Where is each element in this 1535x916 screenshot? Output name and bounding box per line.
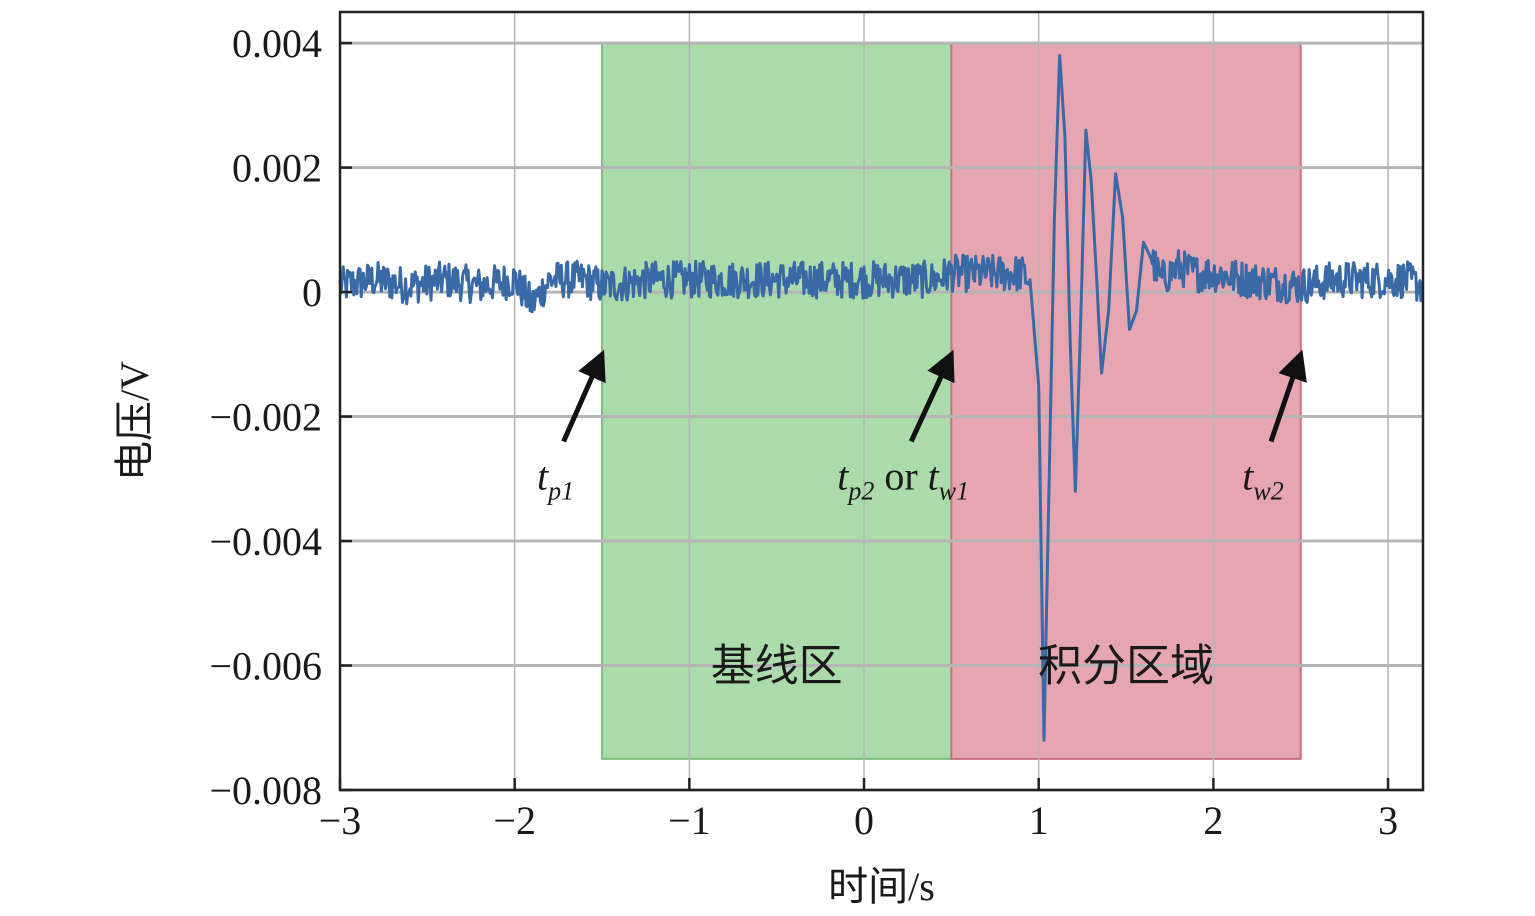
series-line-0 <box>338 54 1425 742</box>
x-tick-label: 3 <box>1378 798 1398 843</box>
x-tick-label: −3 <box>319 798 362 843</box>
x-axis-label: 时间/s <box>828 864 935 909</box>
x-tick-label: 2 <box>1203 798 1223 843</box>
regions-layer <box>601 42 1302 760</box>
annotation-label: tp1 <box>537 453 574 505</box>
integration-region-label: 积分区域 <box>1038 641 1214 692</box>
integration-region <box>950 42 1302 760</box>
x-tick-label: −1 <box>668 798 711 843</box>
y-tick-label: −0.008 <box>209 768 322 813</box>
y-tick-label: −0.004 <box>209 519 322 564</box>
series-layer <box>338 54 1425 742</box>
y-tick-label: −0.006 <box>209 644 322 689</box>
annotation-arrow <box>1268 349 1307 443</box>
annotation-label: tw2 <box>1242 453 1283 505</box>
annotation-arrow <box>908 349 955 443</box>
ticks-layer: −3 −2 −1 0 1 2 3 0.004 0.002 0 −0.002 −0.004 −0.006 −… <box>209 21 1398 843</box>
annotation-arrow <box>561 349 606 443</box>
plot-frame <box>338 10 1425 792</box>
x-tick-label: 0 <box>854 798 874 843</box>
y-tick-label: 0.004 <box>232 21 322 66</box>
y-tick-label: 0.002 <box>232 146 322 191</box>
x-tick-label: −2 <box>493 798 536 843</box>
annotation-layer: tp1 tp2 or tw1 tw2 <box>537 349 1307 505</box>
baseline-region <box>601 42 953 760</box>
annotation-label: tp2 or tw1 <box>837 453 969 505</box>
y-axis-label: 电压/V <box>112 361 157 481</box>
x-tick-label: 1 <box>1029 798 1049 843</box>
y-tick-label: −0.002 <box>209 395 322 440</box>
baseline-region-label: 基线区 <box>711 641 843 692</box>
y-tick-label: 0 <box>302 270 322 315</box>
region-label-layer: 基线区 积分区域 <box>711 641 1214 692</box>
